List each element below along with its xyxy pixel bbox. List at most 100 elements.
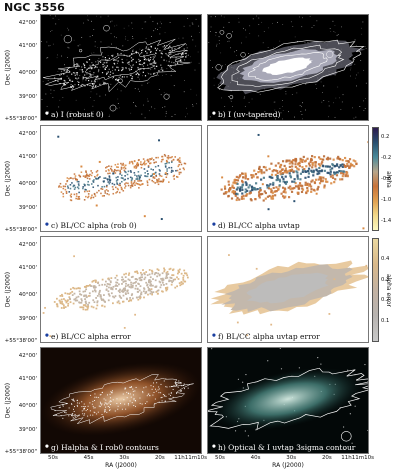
emission-pixel: [109, 74, 111, 76]
emission-pixel: [148, 73, 150, 75]
alpha-pixel: [101, 188, 104, 190]
alpha-pixel: [296, 171, 299, 174]
alpha-pixel: [83, 183, 86, 186]
star: [279, 348, 281, 349]
error-pixel: [61, 293, 63, 296]
colorbar-alpha-error: [372, 238, 379, 342]
star: [267, 360, 269, 362]
contour-speck: [99, 394, 101, 396]
panel-image: [41, 126, 201, 231]
noise-speck: [52, 43, 54, 45]
alpha-pixel: [333, 181, 336, 184]
alpha-pixel: [311, 166, 314, 169]
error-pixel: [165, 272, 168, 275]
alpha-pixel: [322, 176, 325, 179]
alpha-pixel: [183, 168, 185, 171]
error-pixel: [87, 305, 90, 308]
error-pixel: [156, 275, 159, 278]
emission-pixel: [74, 72, 76, 74]
noise-speck: [365, 82, 367, 84]
error-pixel: [177, 272, 179, 275]
alpha-pixel: [146, 170, 149, 172]
alpha-pixel: [310, 190, 313, 193]
noise-speck: [93, 100, 95, 101]
error-pixel: [168, 268, 171, 271]
alpha-pixel: [238, 198, 241, 201]
alpha-pixel: [82, 187, 84, 190]
error-pixel: [128, 286, 131, 288]
error-pixel: [116, 279, 119, 281]
error-pixel: [128, 300, 130, 303]
error-pixel: [69, 301, 72, 304]
contour-speck: [133, 405, 135, 406]
error-pixel: [62, 304, 65, 307]
emission-pixel: [154, 68, 156, 70]
colorbar-tick-label: 0.2: [381, 134, 390, 141]
noise-speck: [302, 118, 303, 120]
alpha-pixel: [152, 176, 155, 179]
alpha-pixel: [109, 172, 111, 175]
emission-pixel: [116, 62, 119, 64]
contour-speck: [82, 413, 84, 415]
alpha-pixel: [127, 184, 130, 187]
error-pixel: [150, 284, 152, 287]
alpha-pixel: [87, 180, 89, 183]
alpha-pixel: [146, 184, 149, 186]
alpha-pixel: [107, 172, 109, 175]
alpha-pixel: [67, 187, 69, 189]
error-pixel: [122, 290, 125, 293]
alpha-pixel: [87, 195, 90, 198]
error-pixel: [236, 321, 239, 324]
emission-pixel: [170, 53, 172, 55]
emission-pixel: [93, 67, 96, 69]
ra-axis-label: RA (J2000): [105, 462, 137, 469]
alpha-pixel: [284, 182, 288, 185]
noise-speck: [112, 67, 114, 69]
error-pixel: [149, 292, 152, 295]
alpha-pixel: [164, 165, 167, 167]
star: [317, 357, 319, 359]
error-pixel: [172, 274, 175, 277]
alpha-pixel: [299, 178, 302, 181]
emission-pixel: [108, 75, 110, 78]
alpha-pixel: [94, 195, 97, 197]
alpha-pixel: [74, 175, 77, 177]
emission-pixel: [68, 77, 70, 79]
noise-speck: [228, 96, 229, 97]
alpha-pixel: [135, 165, 137, 167]
emission-pixel: [146, 64, 149, 66]
error-pixel: [100, 297, 103, 300]
noise-speck: [279, 40, 281, 42]
alpha-pixel: [314, 163, 317, 166]
emission-pixel: [57, 80, 59, 82]
alpha-pixel: [264, 197, 267, 200]
alpha-pixel: [279, 170, 282, 173]
alpha-pixel: [103, 185, 106, 188]
alpha-pixel: [135, 182, 137, 184]
noise-speck: [108, 60, 110, 62]
alpha-pixel: [235, 192, 238, 195]
contour-speck: [73, 398, 74, 400]
alpha-pixel: [309, 160, 312, 164]
contour-speck: [141, 403, 143, 405]
error-pixel: [75, 296, 78, 299]
alpha-pixel: [172, 170, 174, 172]
emission-pixel: [106, 60, 108, 62]
noise-speck: [67, 46, 69, 48]
alpha-pixel: [84, 176, 87, 179]
alpha-pixel: [100, 192, 102, 195]
alpha-pixel: [160, 175, 163, 178]
alpha-pixel: [289, 185, 292, 188]
alpha-pixel: [143, 162, 145, 165]
noise-speck: [218, 84, 219, 86]
emission-pixel: [171, 50, 174, 52]
contour-speck: [142, 390, 144, 392]
error-pixel: [93, 285, 96, 288]
alpha-pixel: [241, 188, 244, 191]
alpha-pixel: [153, 161, 155, 164]
emission-pixel: [95, 61, 97, 63]
emission-pixel: [156, 65, 158, 67]
error-pixel: [88, 301, 91, 304]
alpha-pixel: [123, 169, 126, 172]
emission-pixel: [59, 74, 61, 76]
